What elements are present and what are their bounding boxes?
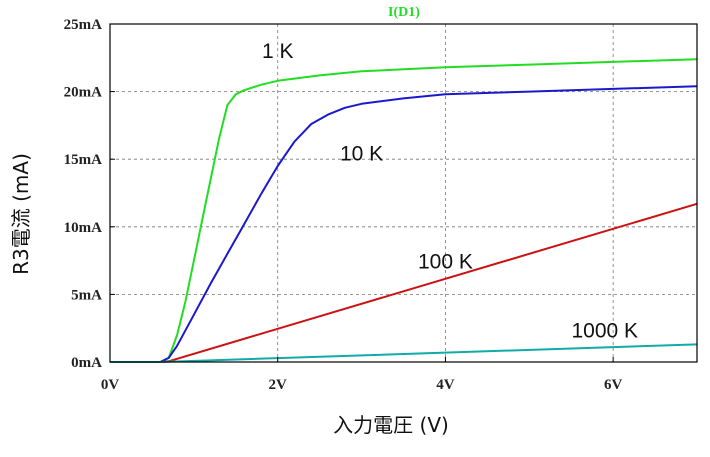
series-group <box>110 58 698 363</box>
x-tick-label: 2V <box>269 377 288 393</box>
y-tick-label: 0mA <box>71 355 102 371</box>
series-line-1 <box>110 85 698 363</box>
series-annotation: 100 K <box>418 251 473 274</box>
y-tick-label: 15mA <box>64 152 102 168</box>
series-line-0 <box>110 58 698 363</box>
series-annotation: 1 K <box>262 40 294 63</box>
y-axis-title: R3電流 (mA) <box>9 153 33 275</box>
chart-title: I(D1) <box>388 5 420 20</box>
x-tick-label: 4V <box>436 377 455 393</box>
y-tick-label: 5mA <box>71 287 102 303</box>
annotation-group: 1 K 10 K 100 K 1000 K <box>262 40 638 343</box>
series-annotation: 1000 K <box>571 320 638 343</box>
y-tick-label: 20mA <box>64 85 102 101</box>
x-tick-label: 6V <box>604 377 623 393</box>
x-tick-label: 0V <box>101 377 120 393</box>
series-annotation: 10 K <box>340 143 383 166</box>
y-tick-label: 25mA <box>64 17 102 33</box>
tick-group: 0mA 5mA 10mA 15mA 20mA 25mA 0V 2V 4V 6V <box>64 17 623 393</box>
plot-frame <box>109 23 698 363</box>
x-axis-title: 入力電圧 (V) <box>333 413 449 437</box>
grid-lines <box>110 24 697 362</box>
y-tick-label: 10mA <box>64 220 102 236</box>
